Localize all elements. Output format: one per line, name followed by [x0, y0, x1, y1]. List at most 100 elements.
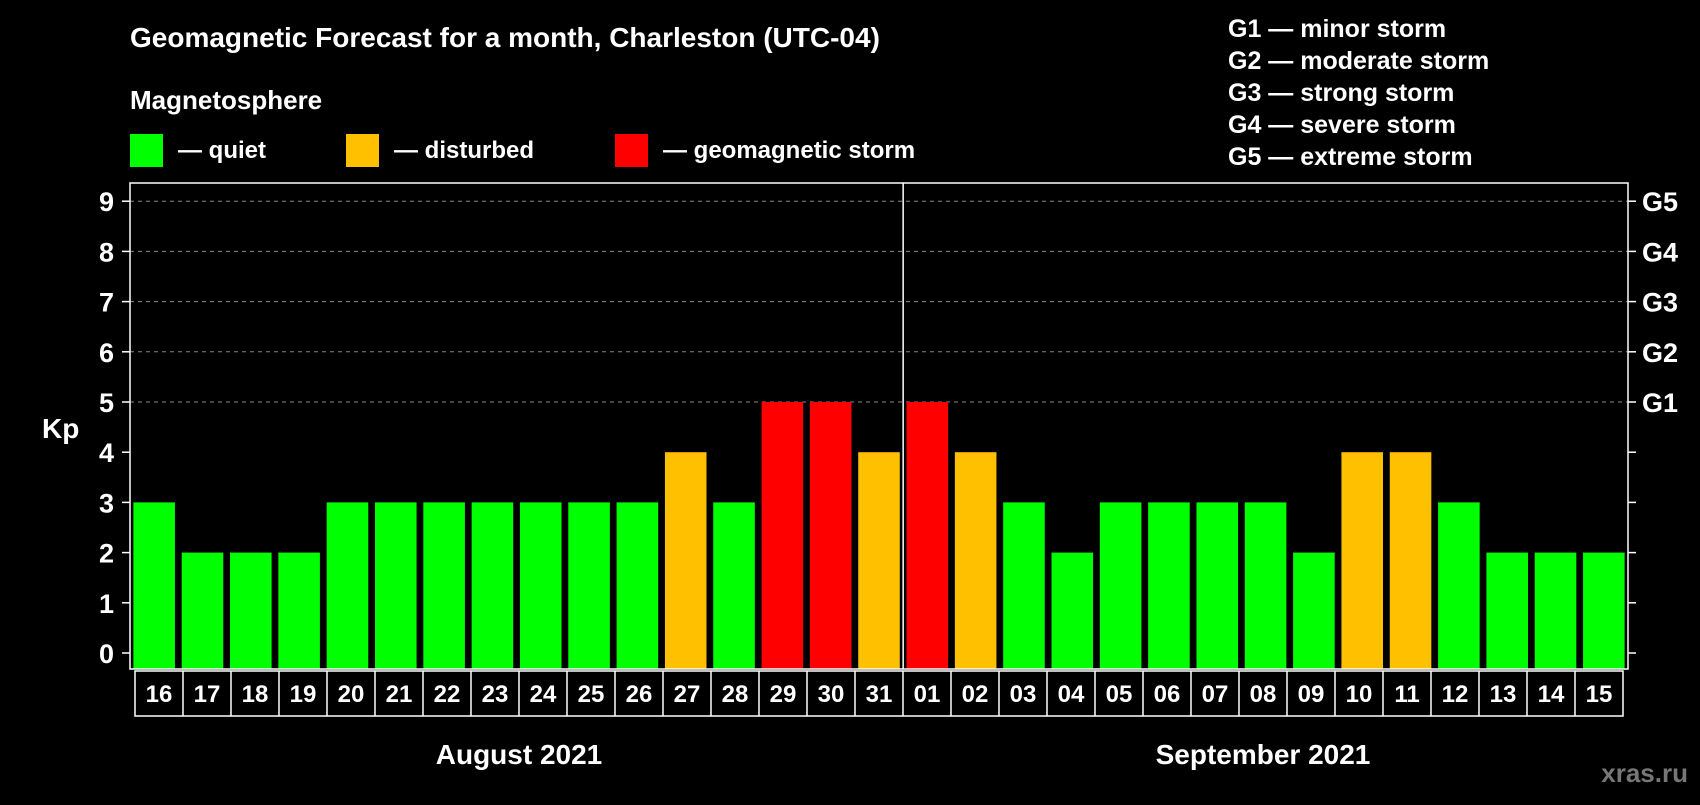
- grid: [130, 200, 1628, 403]
- bar-04: [1051, 552, 1094, 669]
- bar-30: [809, 402, 852, 669]
- month-labels: August 2021 September 2021: [436, 739, 1371, 770]
- day-label: 09: [1298, 681, 1325, 708]
- y-axis-label: Kp: [42, 413, 79, 444]
- month-label: September 2021: [1156, 739, 1371, 770]
- day-label: 31: [866, 681, 893, 708]
- legend-swatch: [130, 134, 163, 167]
- bars: [133, 402, 1625, 669]
- bar-29: [761, 402, 804, 669]
- day-label: 13: [1490, 681, 1517, 708]
- g-tick-label: G4: [1642, 237, 1678, 267]
- bar-05: [1099, 502, 1142, 669]
- y-axis-ticks: 0 1 2 3 4 5 6 7 8 9: [99, 187, 1636, 669]
- day-row-frame: [134, 670, 1624, 717]
- bar-14: [1534, 552, 1577, 669]
- storm-scale-item: G5 — extreme storm: [1228, 143, 1473, 171]
- day-label: 20: [338, 681, 365, 708]
- day-label: 22: [434, 681, 461, 708]
- day-label: 25: [578, 681, 605, 708]
- bar-15: [1583, 552, 1625, 669]
- legend-label: — geomagnetic storm: [663, 137, 915, 164]
- bar-28: [713, 502, 755, 669]
- watermark: xras.ru: [1601, 758, 1688, 788]
- y-tick-label: 1: [99, 589, 114, 619]
- day-label: 04: [1058, 681, 1085, 708]
- y-tick-label: 0: [99, 639, 114, 669]
- bar-06: [1148, 502, 1190, 669]
- g-tick-label: G2: [1642, 338, 1678, 368]
- day-label: 28: [722, 681, 749, 708]
- legend-label: — disturbed: [394, 137, 534, 164]
- bar-09: [1293, 552, 1335, 669]
- legend-label: — quiet: [178, 137, 266, 164]
- day-label: 12: [1442, 681, 1469, 708]
- storm-scale-item: G4 — severe storm: [1228, 111, 1456, 139]
- bar-10: [1341, 452, 1384, 669]
- day-label: 14: [1538, 681, 1565, 708]
- day-label: 03: [1010, 681, 1037, 708]
- y-tick-label: 9: [99, 187, 114, 217]
- storm-scale-legend: G1 — minor storm G2 — moderate storm G3 — …: [1228, 15, 1489, 171]
- g-tick-label: G5: [1642, 187, 1678, 217]
- month-label: August 2021: [436, 739, 603, 770]
- bar-19: [278, 552, 320, 669]
- bar-16: [133, 502, 175, 669]
- legend: — quiet — disturbed — geomagnetic storm: [130, 134, 915, 167]
- bar-21: [375, 502, 417, 669]
- day-label: 27: [674, 681, 701, 708]
- y-tick-label: 6: [99, 338, 114, 368]
- day-label: 07: [1202, 681, 1229, 708]
- bar-13: [1486, 552, 1528, 669]
- bar-17: [181, 552, 224, 669]
- day-label: 15: [1586, 681, 1613, 708]
- y-tick-label: 4: [99, 438, 114, 468]
- storm-scale-item: G2 — moderate storm: [1228, 47, 1489, 75]
- day-label: 06: [1154, 681, 1181, 708]
- bar-12: [1438, 502, 1480, 669]
- day-label: 16: [146, 681, 173, 708]
- bar-31: [858, 452, 900, 669]
- bar-22: [423, 502, 465, 669]
- bar-24: [519, 502, 562, 669]
- legend-swatch: [615, 134, 648, 167]
- bar-23: [471, 502, 514, 669]
- day-label: 01: [914, 681, 941, 708]
- y-tick-label: 5: [99, 388, 114, 418]
- day-label: 18: [242, 681, 269, 708]
- legend-swatch: [346, 134, 379, 167]
- bar-18: [230, 552, 272, 669]
- storm-scale-item: G1 — minor storm: [1228, 15, 1446, 43]
- bar-26: [616, 502, 659, 669]
- day-label: 29: [770, 681, 797, 708]
- day-label: 19: [290, 681, 317, 708]
- chart-title: Geomagnetic Forecast for a month, Charle…: [130, 22, 880, 53]
- bar-20: [326, 502, 369, 669]
- day-label: 17: [194, 681, 221, 708]
- day-label: 02: [962, 681, 989, 708]
- day-label: 24: [530, 681, 557, 708]
- bar-25: [568, 502, 610, 669]
- day-label: 26: [626, 681, 653, 708]
- day-label: 10: [1346, 681, 1373, 708]
- day-label: 08: [1250, 681, 1277, 708]
- day-label: 21: [386, 681, 413, 708]
- plot-frame: [129, 182, 1629, 670]
- bar-11: [1389, 452, 1432, 669]
- day-label: 30: [818, 681, 845, 708]
- day-label: 11: [1394, 681, 1419, 708]
- y-tick-label: 3: [99, 488, 114, 518]
- bar-01: [906, 402, 949, 669]
- x-axis-day-labels: 16 17 18 19 20 21 22 23 24 25 26 27 28 29 30 31 01 02 03 04…: [134, 670, 1624, 717]
- bar-08: [1244, 502, 1287, 669]
- bar-07: [1196, 502, 1239, 669]
- bar-27: [664, 452, 707, 669]
- bar-02: [954, 452, 997, 669]
- bar-03: [1003, 502, 1045, 669]
- g-scale-ticks: G1 G2 G3 G4 G5: [1642, 187, 1678, 418]
- y-tick-label: 8: [99, 237, 114, 267]
- day-label: 23: [482, 681, 509, 708]
- y-tick-label: 7: [99, 288, 114, 318]
- legend-title: Magnetosphere: [130, 85, 322, 115]
